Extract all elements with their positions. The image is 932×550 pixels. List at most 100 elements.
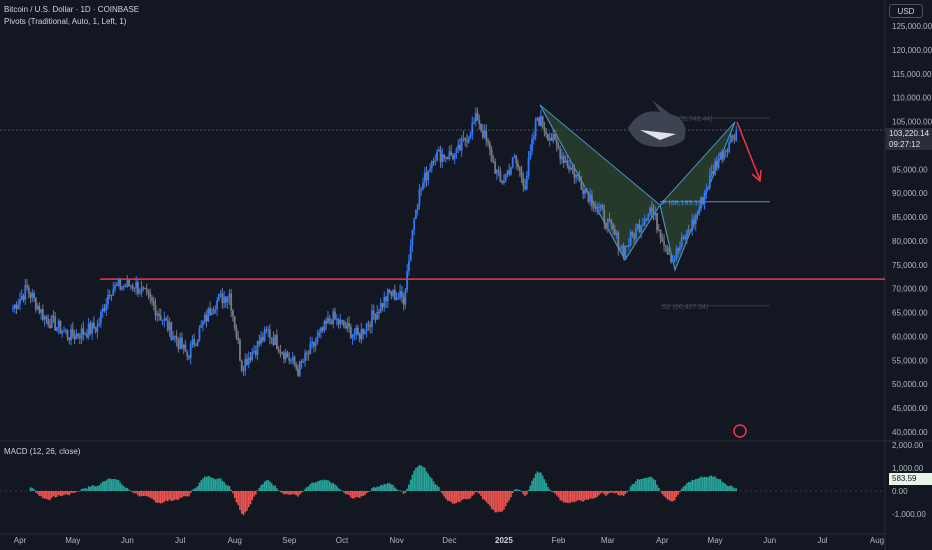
macd-histogram-bar bbox=[311, 482, 313, 491]
macd-histogram-bar bbox=[297, 491, 299, 497]
candle-body bbox=[358, 334, 361, 340]
macd-histogram-bar bbox=[520, 491, 523, 492]
candle-body bbox=[400, 291, 403, 297]
macd-histogram-bar bbox=[415, 467, 417, 491]
macd-histogram-bar bbox=[137, 491, 139, 496]
macd-histogram-bar bbox=[490, 491, 493, 509]
pivots-indicator-label[interactable]: Pivots (Traditional, Auto, 1, Left, 1) bbox=[4, 17, 127, 26]
macd-histogram-bar bbox=[566, 491, 569, 503]
macd-histogram-bar bbox=[221, 480, 224, 491]
candle-body bbox=[464, 137, 467, 141]
macd-histogram-bar bbox=[124, 487, 127, 491]
candle-body bbox=[288, 357, 291, 361]
macd-histogram-bar bbox=[540, 472, 542, 491]
candle-body bbox=[569, 167, 572, 170]
candle-body bbox=[365, 324, 368, 332]
macd-histogram-bar bbox=[450, 491, 452, 503]
macd-histogram-bar bbox=[33, 489, 35, 491]
candle-body bbox=[561, 155, 563, 160]
candle-body bbox=[318, 332, 321, 337]
macd-histogram-bar bbox=[673, 491, 676, 501]
candle-body bbox=[302, 361, 305, 363]
candle-body bbox=[101, 308, 104, 313]
macd-histogram-bar bbox=[212, 478, 215, 491]
candle-body bbox=[260, 336, 262, 344]
macd-histogram-bar bbox=[589, 491, 591, 499]
candle-body bbox=[337, 318, 340, 325]
currency-badge[interactable]: USD bbox=[889, 4, 923, 18]
macd-histogram-bar bbox=[485, 491, 488, 503]
macd-histogram-bar bbox=[316, 481, 319, 491]
macd-histogram-bar bbox=[131, 491, 134, 493]
macd-histogram-bar bbox=[295, 491, 298, 496]
macd-histogram-bar bbox=[115, 479, 118, 491]
candle-body bbox=[439, 149, 442, 163]
macd-histogram-bar bbox=[179, 491, 181, 498]
macd-histogram-bar bbox=[570, 491, 572, 503]
macd-histogram-bar bbox=[112, 479, 115, 491]
candle-body bbox=[334, 311, 336, 320]
candle-body bbox=[705, 189, 708, 194]
macd-histogram-bar bbox=[430, 478, 433, 491]
macd-histogram-bar bbox=[568, 491, 570, 504]
candle-body bbox=[142, 287, 145, 289]
macd-histogram-bar bbox=[181, 491, 183, 498]
macd-histogram-bar bbox=[323, 479, 326, 491]
candle-body bbox=[476, 112, 479, 121]
macd-histogram-bar bbox=[462, 491, 465, 500]
candle-body bbox=[703, 193, 706, 204]
last-price-tag: 103,220.14 09:27:12 bbox=[886, 128, 932, 150]
macd-histogram-bar bbox=[719, 479, 722, 491]
candle-body bbox=[723, 151, 725, 160]
macd-indicator-label[interactable]: MACD (12, 26, close) bbox=[4, 447, 81, 456]
macd-histogram-bar bbox=[487, 491, 489, 504]
time-axis-tick: Sep bbox=[282, 536, 297, 545]
macd-histogram-bar bbox=[621, 491, 623, 496]
candle-body bbox=[165, 318, 167, 321]
candle-body bbox=[168, 322, 171, 331]
macd-histogram-bar bbox=[469, 491, 472, 499]
macd-histogram-bar bbox=[56, 491, 58, 497]
macd-histogram-bar bbox=[73, 491, 76, 493]
candle-body bbox=[603, 209, 606, 224]
candle-body bbox=[459, 144, 461, 151]
candle-body bbox=[599, 205, 602, 208]
macd-histogram-bar bbox=[61, 491, 64, 496]
candle-body bbox=[566, 160, 569, 166]
candle-body bbox=[606, 218, 609, 229]
macd-histogram-bar bbox=[643, 477, 646, 491]
macd-histogram-bar bbox=[538, 472, 540, 491]
candle-body bbox=[487, 140, 489, 144]
macd-histogram-bar bbox=[464, 491, 467, 499]
candle-body bbox=[436, 151, 438, 161]
macd-histogram-bar bbox=[219, 478, 222, 491]
macd-histogram-bar bbox=[552, 491, 555, 493]
macd-histogram-bar bbox=[304, 488, 306, 491]
time-axis-tick: Aug bbox=[870, 536, 884, 545]
candle-body bbox=[617, 232, 620, 250]
candle-body bbox=[239, 340, 241, 361]
macd-histogram-bar bbox=[386, 482, 389, 491]
candle-body bbox=[247, 357, 250, 365]
candle-body bbox=[554, 134, 556, 140]
macd-histogram-bar bbox=[240, 491, 243, 514]
macd-histogram-bar bbox=[89, 486, 92, 491]
candle-body bbox=[654, 212, 657, 216]
macd-histogram-bar bbox=[186, 491, 188, 497]
macd-histogram-bar bbox=[372, 487, 375, 491]
candle-body bbox=[495, 170, 498, 174]
target-arrow-head bbox=[751, 169, 762, 183]
candle-body bbox=[304, 352, 306, 362]
price-axis-tick: 45,000.00 bbox=[892, 404, 928, 413]
candle-body bbox=[378, 311, 380, 313]
macd-histogram-bar bbox=[290, 491, 292, 495]
macd-histogram-bar bbox=[420, 465, 423, 491]
macd-histogram-bar bbox=[455, 491, 458, 503]
candle-body bbox=[374, 314, 377, 320]
candle-body bbox=[41, 309, 44, 320]
candle-body bbox=[404, 289, 407, 305]
candle-body bbox=[122, 286, 125, 288]
candle-body bbox=[98, 322, 101, 326]
time-axis-tick: Feb bbox=[552, 536, 566, 545]
